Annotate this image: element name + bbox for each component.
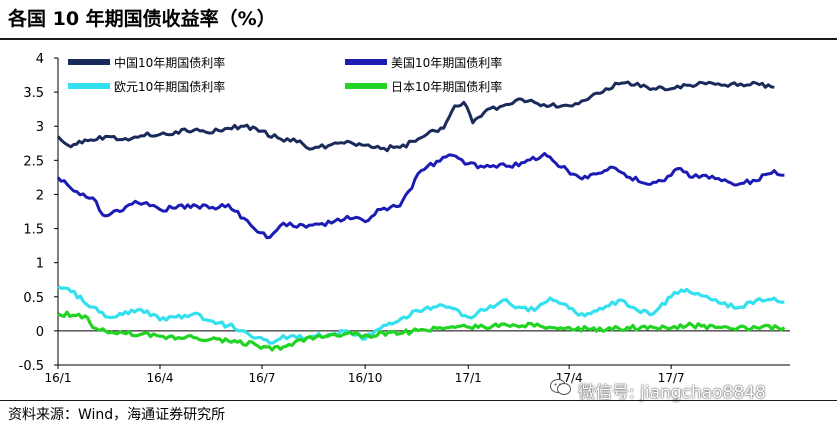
x-tick-label: 17/7	[658, 371, 685, 385]
x-tick-label: 16/10	[348, 371, 383, 385]
y-tick-label: -0.5	[19, 359, 44, 374]
y-tick-label: 3	[36, 120, 44, 135]
chart-title: 各国 10 年期国债收益率（%）	[8, 8, 276, 30]
legend-label: 美国10年期国债利率	[391, 55, 502, 70]
y-tick-label: 1	[36, 257, 44, 272]
chart: 4 3.5 3 2.5 2 1.5 1 0.5 0 -0.516/1 16/4 16/7 16/10 17…	[19, 52, 790, 385]
y-tick-label: 0	[36, 325, 44, 340]
y-tick-label: 1.5	[23, 223, 44, 238]
series-line-3	[57, 285, 785, 345]
x-tick-label: 16/1	[45, 371, 72, 385]
wechat-icon	[550, 378, 572, 396]
x-tick-label: 17/1	[455, 371, 482, 385]
y-tick-label: 2	[36, 188, 44, 203]
legend-label: 日本10年期国债利率	[391, 79, 502, 94]
y-tick-label: 2.5	[23, 154, 44, 169]
y-tick-label: 4	[36, 52, 44, 67]
y-tick-label: 0.5	[23, 291, 44, 306]
source-rule	[0, 400, 837, 401]
x-tick-label: 16/7	[249, 371, 276, 385]
source-note: 资料来源：Wind，海通证券研究所	[8, 407, 226, 423]
series-line-1	[56, 80, 775, 153]
legend-label: 中国10年期国债利率	[114, 55, 225, 70]
title-rule	[0, 38, 837, 40]
legend-label: 欧元10年期国债利率	[114, 79, 225, 94]
y-tick-label: 3.5	[23, 86, 44, 101]
series-line-2	[56, 152, 785, 240]
x-tick-label: 16/4	[147, 371, 174, 385]
series-line-4	[57, 310, 786, 352]
watermark: 微信号: jiangchao8848	[578, 383, 766, 403]
